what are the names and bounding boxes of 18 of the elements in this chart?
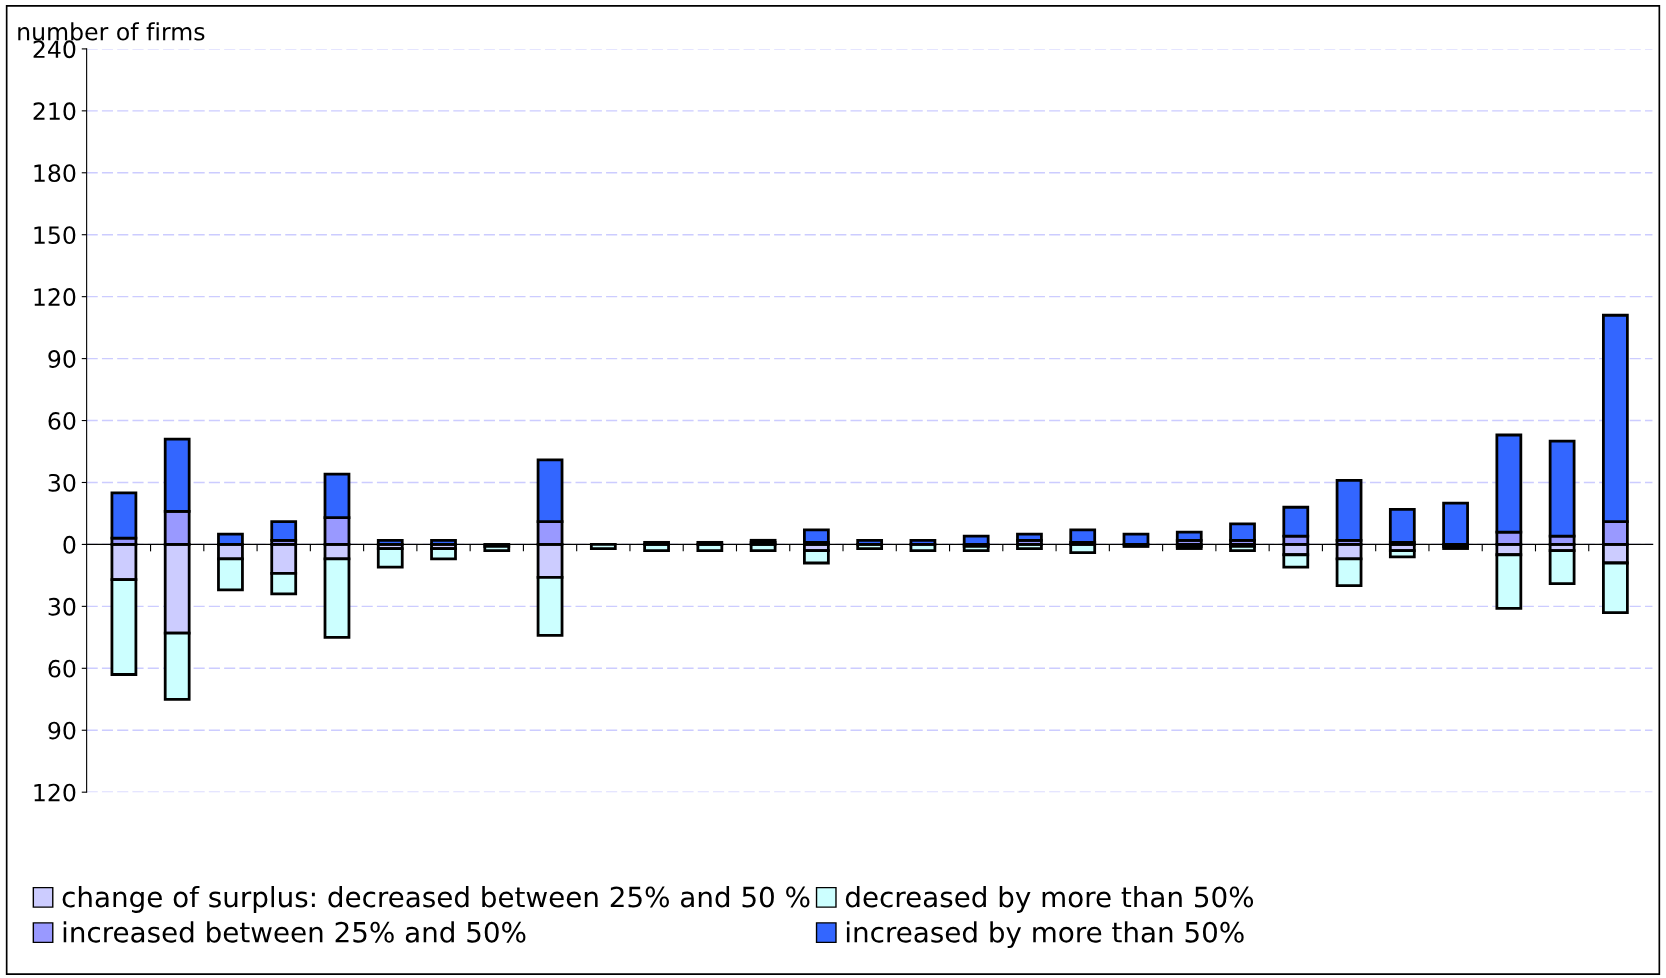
y-axis-title: number of firms [18,22,205,41]
y-tick-label: 30 [48,473,76,492]
y-tick-label: 120 [34,783,76,802]
y-tick-label: 180 [34,164,76,183]
y-tick-label: 90 [48,721,76,740]
y-tick-label: 150 [34,226,76,245]
legend-label: change of surplus: decreased between 25% and 50 % [62,886,810,913]
legend-label: increased between 25% and 50% [63,921,526,943]
y-tick-label: 60 [48,659,76,678]
y-tick-label: 120 [34,288,76,306]
legend-label: increased by more than 50% [846,921,1244,949]
y-tick-label: 30 [48,597,76,616]
y-tick-label: 240 [33,40,76,59]
legend-label: decreased by more than 50% [845,886,1254,913]
y-tick-label: 0 [63,535,76,554]
y-tick-label: 90 [48,350,76,368]
y-tick-label: 210 [33,102,76,121]
y-tick-label: 60 [48,411,76,430]
